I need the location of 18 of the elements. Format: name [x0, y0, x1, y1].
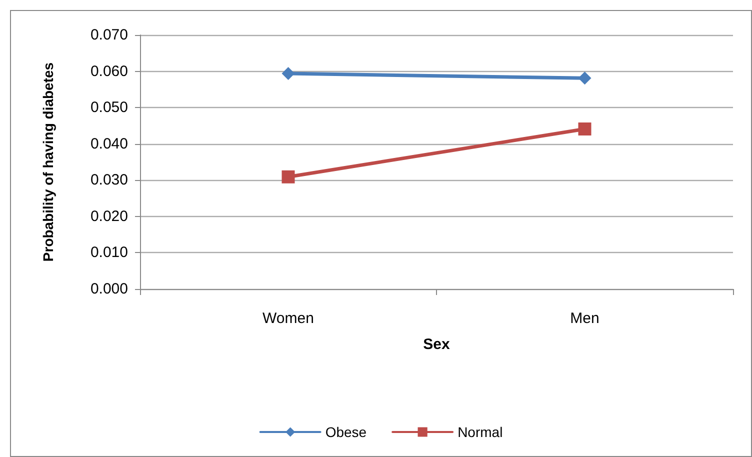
x-axis-title: Sex	[423, 336, 450, 353]
y-tick-label: 0.070	[90, 26, 128, 44]
point	[578, 122, 592, 136]
x-tick-label: Women	[262, 310, 314, 327]
point	[578, 72, 592, 85]
y-tick-label: 0.000	[90, 280, 128, 298]
point	[282, 66, 295, 80]
y-tick-label: 0.060	[90, 62, 128, 80]
x-tick-label: Men	[570, 310, 600, 327]
y-tick-label: 0.010	[90, 244, 128, 262]
legend-label: Normal	[458, 424, 503, 440]
y-tick-label: 0.040	[90, 135, 128, 152]
legend-label: Obese	[325, 424, 367, 440]
y-tick-label: 0.050	[90, 99, 128, 116]
point	[282, 170, 295, 184]
y-axis-title: Probability of having diabetes	[40, 62, 56, 262]
y-tick-label: 0.020	[90, 208, 128, 225]
y-tick-label: 0.030	[90, 172, 128, 189]
